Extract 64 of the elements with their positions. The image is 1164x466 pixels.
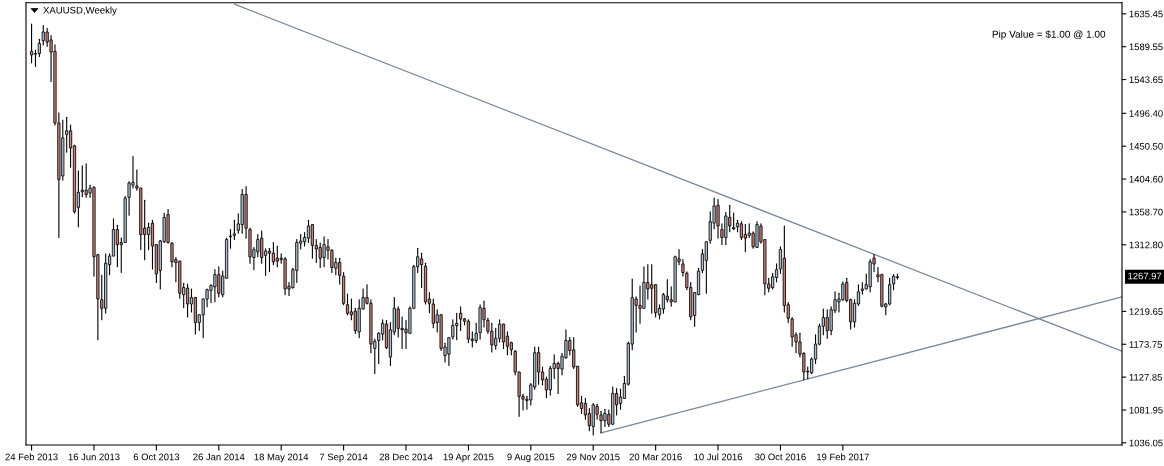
x-tick-label: 10 Jul 2016 [694, 453, 743, 461]
candlestick [84, 163, 88, 198]
candlestick [704, 241, 708, 294]
candlestick [490, 322, 494, 353]
candlestick [217, 266, 221, 298]
candlestick [186, 283, 190, 318]
candlestick [501, 323, 506, 349]
y-tick-label: 1358.70 [1129, 208, 1163, 216]
candlestick [146, 222, 151, 251]
candlestick [232, 219, 236, 241]
candlestick [420, 252, 424, 289]
candlestick [825, 309, 829, 339]
candlestick [357, 299, 361, 339]
x-tick-label: 19 Feb 2017 [817, 453, 869, 461]
x-tick-label: 9 Aug 2015 [507, 453, 555, 463]
y-tick-label: 1496.40 [1129, 110, 1163, 117]
x-tick-label: 30 Oct 2016 [755, 453, 806, 461]
x-tick-label: 19 Apr 2015 [443, 453, 494, 463]
candlestick [345, 293, 350, 316]
x-tick-label: 6 Oct 2013 [133, 453, 180, 461]
x-tick-label: 16 Jun 2013 [68, 453, 120, 461]
candlestick [537, 346, 541, 385]
candlestick [888, 277, 892, 306]
y-tick-label: 1173.75 [1129, 341, 1162, 348]
candlestick [459, 306, 463, 332]
y-tick-label: 1036.05 [1129, 439, 1163, 447]
x-tick-label: 29 Nov 2015 [566, 453, 620, 461]
chart-title: XAUUSD,Weekly [43, 6, 117, 16]
candlestick [275, 245, 279, 268]
candlestick [548, 365, 552, 396]
x-tick-label: 20 Mar 2016 [629, 453, 682, 461]
y-tick-label: 1081.95 [1129, 406, 1163, 414]
y-tick-label: 1635.45 [1129, 10, 1163, 18]
candlestick [743, 224, 747, 253]
candlestick [466, 319, 470, 344]
y-tick-label: 1312.80 [1129, 241, 1163, 249]
candlestick [755, 221, 759, 249]
candlestick [661, 292, 666, 314]
y-tick-label: 1589.55 [1129, 43, 1163, 51]
x-tick-label: 24 Feb 2013 [5, 453, 58, 461]
candlestick [29, 23, 34, 64]
candlestick [267, 247, 272, 273]
candlestick [213, 269, 217, 303]
y-tick-label: 1543.65 [1129, 76, 1163, 84]
x-tick-label: 7 Sep 2014 [319, 453, 368, 463]
candlestick [591, 402, 595, 436]
y-tick-label: 1404.60 [1129, 175, 1163, 183]
candlestick [228, 229, 233, 249]
x-tick-label: 18 May 2014 [254, 453, 309, 463]
candlestick [650, 264, 654, 314]
candlestick [310, 224, 314, 259]
candlestick [587, 407, 591, 432]
candlestick [498, 319, 502, 343]
candlestick [306, 219, 311, 244]
candlestick [271, 241, 275, 266]
x-tick-label: 26 Jan 2014 [193, 453, 245, 461]
x-tick-label: 28 Dec 2014 [379, 453, 433, 461]
annotation: Pip Value = $1.00 @ 1.00 [992, 30, 1106, 40]
y-tick-label: 1127.85 [1129, 373, 1162, 381]
candlestick [115, 224, 119, 268]
candlestick [322, 236, 326, 268]
y-tick-label: 1450.50 [1129, 143, 1163, 150]
y-tick-label: 1219.65 [1129, 308, 1163, 315]
text: 1267.97 [1128, 272, 1162, 280]
